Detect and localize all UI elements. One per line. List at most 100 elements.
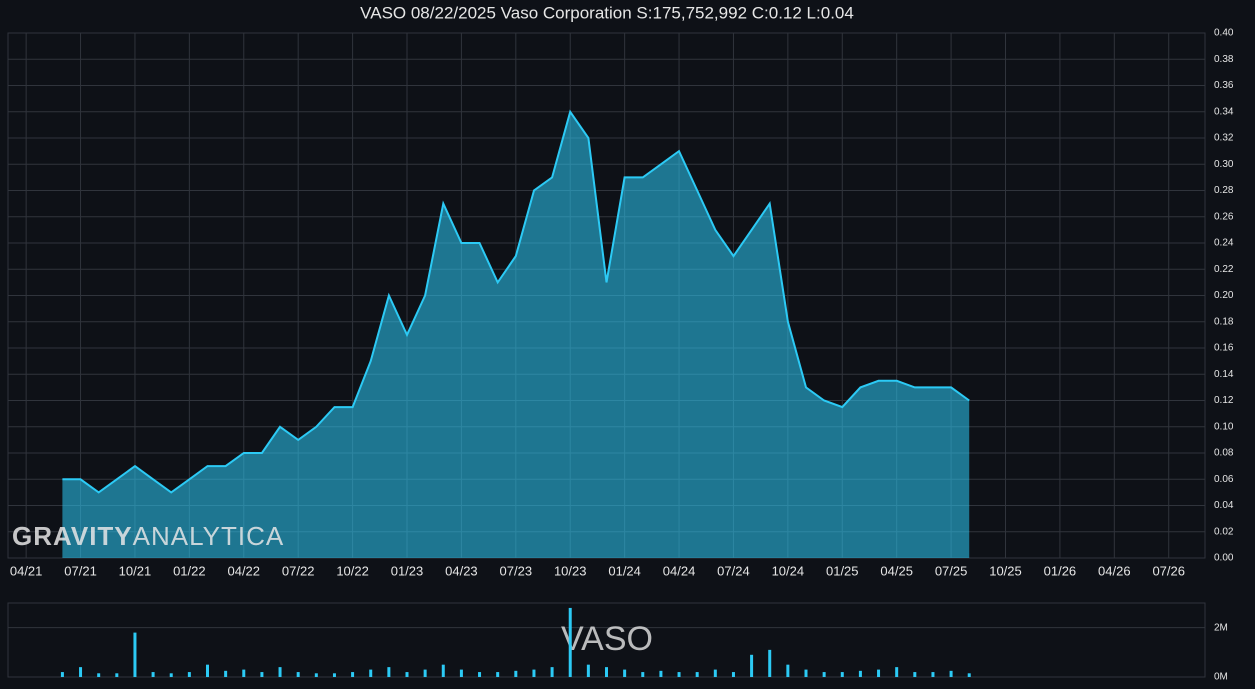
x-tick-label: 04/22 [227, 563, 260, 578]
area-fill [62, 111, 970, 559]
volume-bar [677, 672, 681, 677]
volume-bar [97, 673, 101, 677]
volume-bar [586, 664, 590, 677]
x-tick-label: 07/26 [1152, 563, 1185, 578]
x-tick-label: 10/22 [336, 563, 369, 578]
volume-bar [568, 607, 572, 677]
x-tick-label: 01/22 [173, 563, 206, 578]
y-tick-label: 0.26 [1214, 211, 1234, 222]
volume-bar [768, 649, 772, 677]
volume-bar [822, 672, 826, 677]
volume-bar [550, 667, 554, 677]
volume-bar [206, 664, 209, 677]
y-tick-label: 0.16 [1214, 343, 1234, 354]
volume-bar [895, 667, 899, 677]
volume-bar [731, 672, 735, 677]
volume-bar [514, 670, 518, 677]
x-tick-label: 01/23 [391, 563, 424, 578]
x-tick-label: 04/25 [880, 563, 913, 578]
y-tick-label: 0.28 [1214, 185, 1234, 196]
y-tick-label: 0.00 [1214, 553, 1234, 564]
x-tick-label: 04/21 [10, 563, 43, 578]
x-tick-label: 10/23 [554, 563, 587, 578]
y-tick-label: 0.06 [1214, 474, 1234, 485]
volume-bar [532, 669, 536, 677]
branding-word: ANALYTICA [133, 521, 285, 551]
y-tick-label: 0.04 [1214, 500, 1234, 511]
volume-bar [478, 672, 482, 677]
x-tick-label: 04/23 [445, 563, 478, 578]
volume-bar [750, 654, 754, 677]
volume-bar [913, 672, 917, 677]
volume-bar [659, 670, 663, 677]
volume-bar [804, 669, 808, 677]
volume-bar [151, 672, 155, 677]
y-tick-label: 0M [1214, 672, 1228, 683]
volume-bar [387, 667, 391, 677]
volume-bar [115, 673, 119, 677]
volume-bar [133, 632, 137, 677]
y-tick-label: 0.40 [1214, 28, 1234, 39]
volume-bar [187, 672, 191, 677]
x-tick-label: 07/23 [500, 563, 533, 578]
y-tick-label: 2M [1214, 622, 1228, 633]
y-tick-label: 0.32 [1214, 133, 1234, 144]
y-tick-label: 0.08 [1214, 448, 1234, 459]
volume-bar [79, 667, 83, 677]
volume-bar [296, 672, 300, 677]
volume-bar [931, 672, 935, 677]
volume-bar [441, 664, 445, 677]
x-tick-label: 07/25 [935, 563, 968, 578]
x-tick-label: 07/21 [64, 563, 97, 578]
volume-bar [332, 673, 336, 677]
volume-bar [695, 672, 699, 677]
volume-bar [60, 672, 64, 677]
x-tick-label: 07/24 [717, 563, 750, 578]
y-tick-label: 0.02 [1214, 526, 1234, 537]
volume-bar [405, 672, 409, 677]
y-tick-label: 0.12 [1214, 395, 1234, 406]
volume-bar [605, 667, 608, 677]
volume-bar [459, 669, 463, 677]
volume-bar [260, 672, 264, 677]
y-tick-label: 0.30 [1214, 159, 1234, 170]
chart-title: VASO 08/22/2025 Vaso Corporation S:175,7… [360, 3, 854, 22]
y-tick-label: 0.36 [1214, 80, 1234, 91]
volume-bar [713, 669, 717, 677]
x-tick-label: 01/24 [608, 563, 641, 578]
volume-bar [949, 670, 953, 677]
x-tick-label: 10/24 [772, 563, 805, 578]
y-tick-label: 0.38 [1214, 54, 1234, 65]
x-tick-label: 10/21 [119, 563, 152, 578]
volume-bar [278, 667, 282, 677]
branding-word: GRAVITY [12, 521, 133, 551]
volume-bar [224, 670, 228, 677]
volume-bar [967, 673, 971, 677]
volume-bar [858, 670, 862, 677]
volume-bar [877, 669, 881, 677]
x-tick-label: 04/26 [1098, 563, 1131, 578]
volume-bar [369, 669, 373, 677]
x-tick-label: 01/26 [1044, 563, 1077, 578]
volume-bar [423, 669, 427, 677]
volume-bar [496, 672, 500, 677]
y-tick-label: 0.22 [1214, 264, 1234, 275]
x-tick-label: 04/24 [663, 563, 696, 578]
y-tick-label: 0.14 [1214, 369, 1234, 380]
volume-bar [314, 673, 318, 677]
y-tick-label: 0.10 [1214, 421, 1234, 432]
volume-bar [169, 673, 173, 677]
x-tick-label: 01/25 [826, 563, 859, 578]
price-line [62, 109, 970, 494]
branding: GRAVITYANALYTICA [12, 521, 284, 551]
volume-bar [641, 672, 645, 677]
volume-bar [786, 664, 790, 677]
volume-bar [623, 669, 627, 677]
x-tick-label: 07/22 [282, 563, 315, 578]
y-tick-label: 0.24 [1214, 238, 1234, 249]
y-tick-label: 0.34 [1214, 106, 1234, 117]
volume-bar [840, 672, 844, 677]
y-tick-label: 0.18 [1214, 316, 1234, 327]
